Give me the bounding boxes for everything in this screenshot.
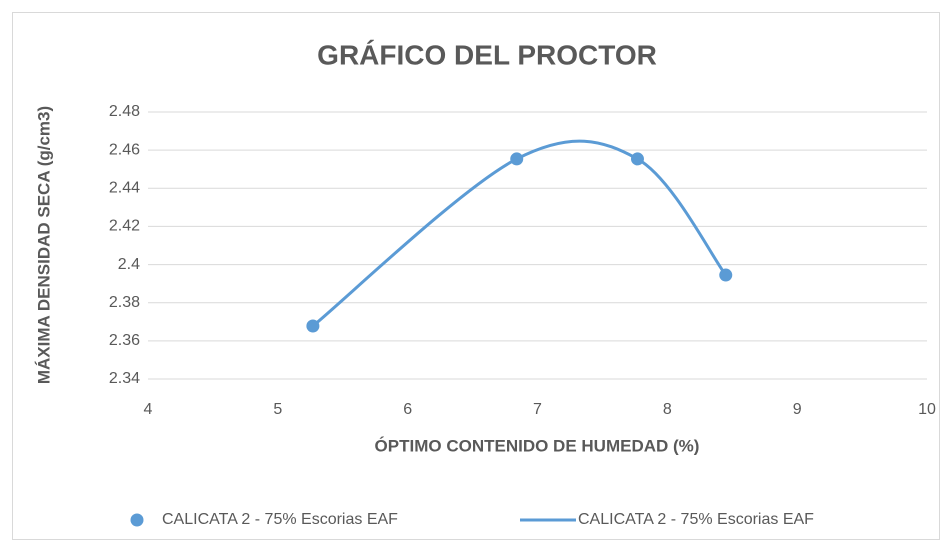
y-tick-label: 2.44 — [109, 180, 140, 197]
y-tick-label: 2.48 — [109, 103, 140, 120]
x-tick-label: 7 — [533, 401, 542, 418]
x-tick-label: 6 — [403, 401, 412, 418]
point — [306, 319, 320, 333]
chart-title: GRÁFICO DEL PROCTOR — [317, 39, 657, 70]
y-tick-label: 2.36 — [109, 332, 140, 349]
x-tick-label: 10 — [918, 401, 936, 418]
x-tick-label: 8 — [663, 401, 672, 418]
legend-marker — [130, 513, 144, 527]
line — [311, 139, 727, 328]
x-tick-label: 5 — [273, 401, 282, 418]
x-tick-label: 9 — [793, 401, 802, 418]
y-tick-label: 2.46 — [109, 141, 140, 158]
legend-label: CALICATA 2 - 75% Escorias EAF — [578, 511, 814, 528]
y-tick-label: 2.34 — [109, 370, 140, 387]
y-tick-label: 2.42 — [109, 218, 140, 235]
point — [510, 152, 524, 166]
chart-border — [12, 12, 940, 540]
legend-label: CALICATA 2 - 75% Escorias EAF — [162, 511, 398, 528]
y-tick-label: 2.38 — [109, 294, 140, 311]
y-tick-label: 2.4 — [118, 256, 140, 273]
x-axis-label: ÓPTIMO CONTENIDO DE HUMEDAD (%) — [375, 436, 700, 455]
x-tick-label: 4 — [144, 401, 153, 418]
point — [719, 268, 733, 282]
y-axis-label: MÁXIMA DENSIDAD SECA (g/cm3) — [34, 106, 53, 384]
point — [630, 152, 644, 166]
